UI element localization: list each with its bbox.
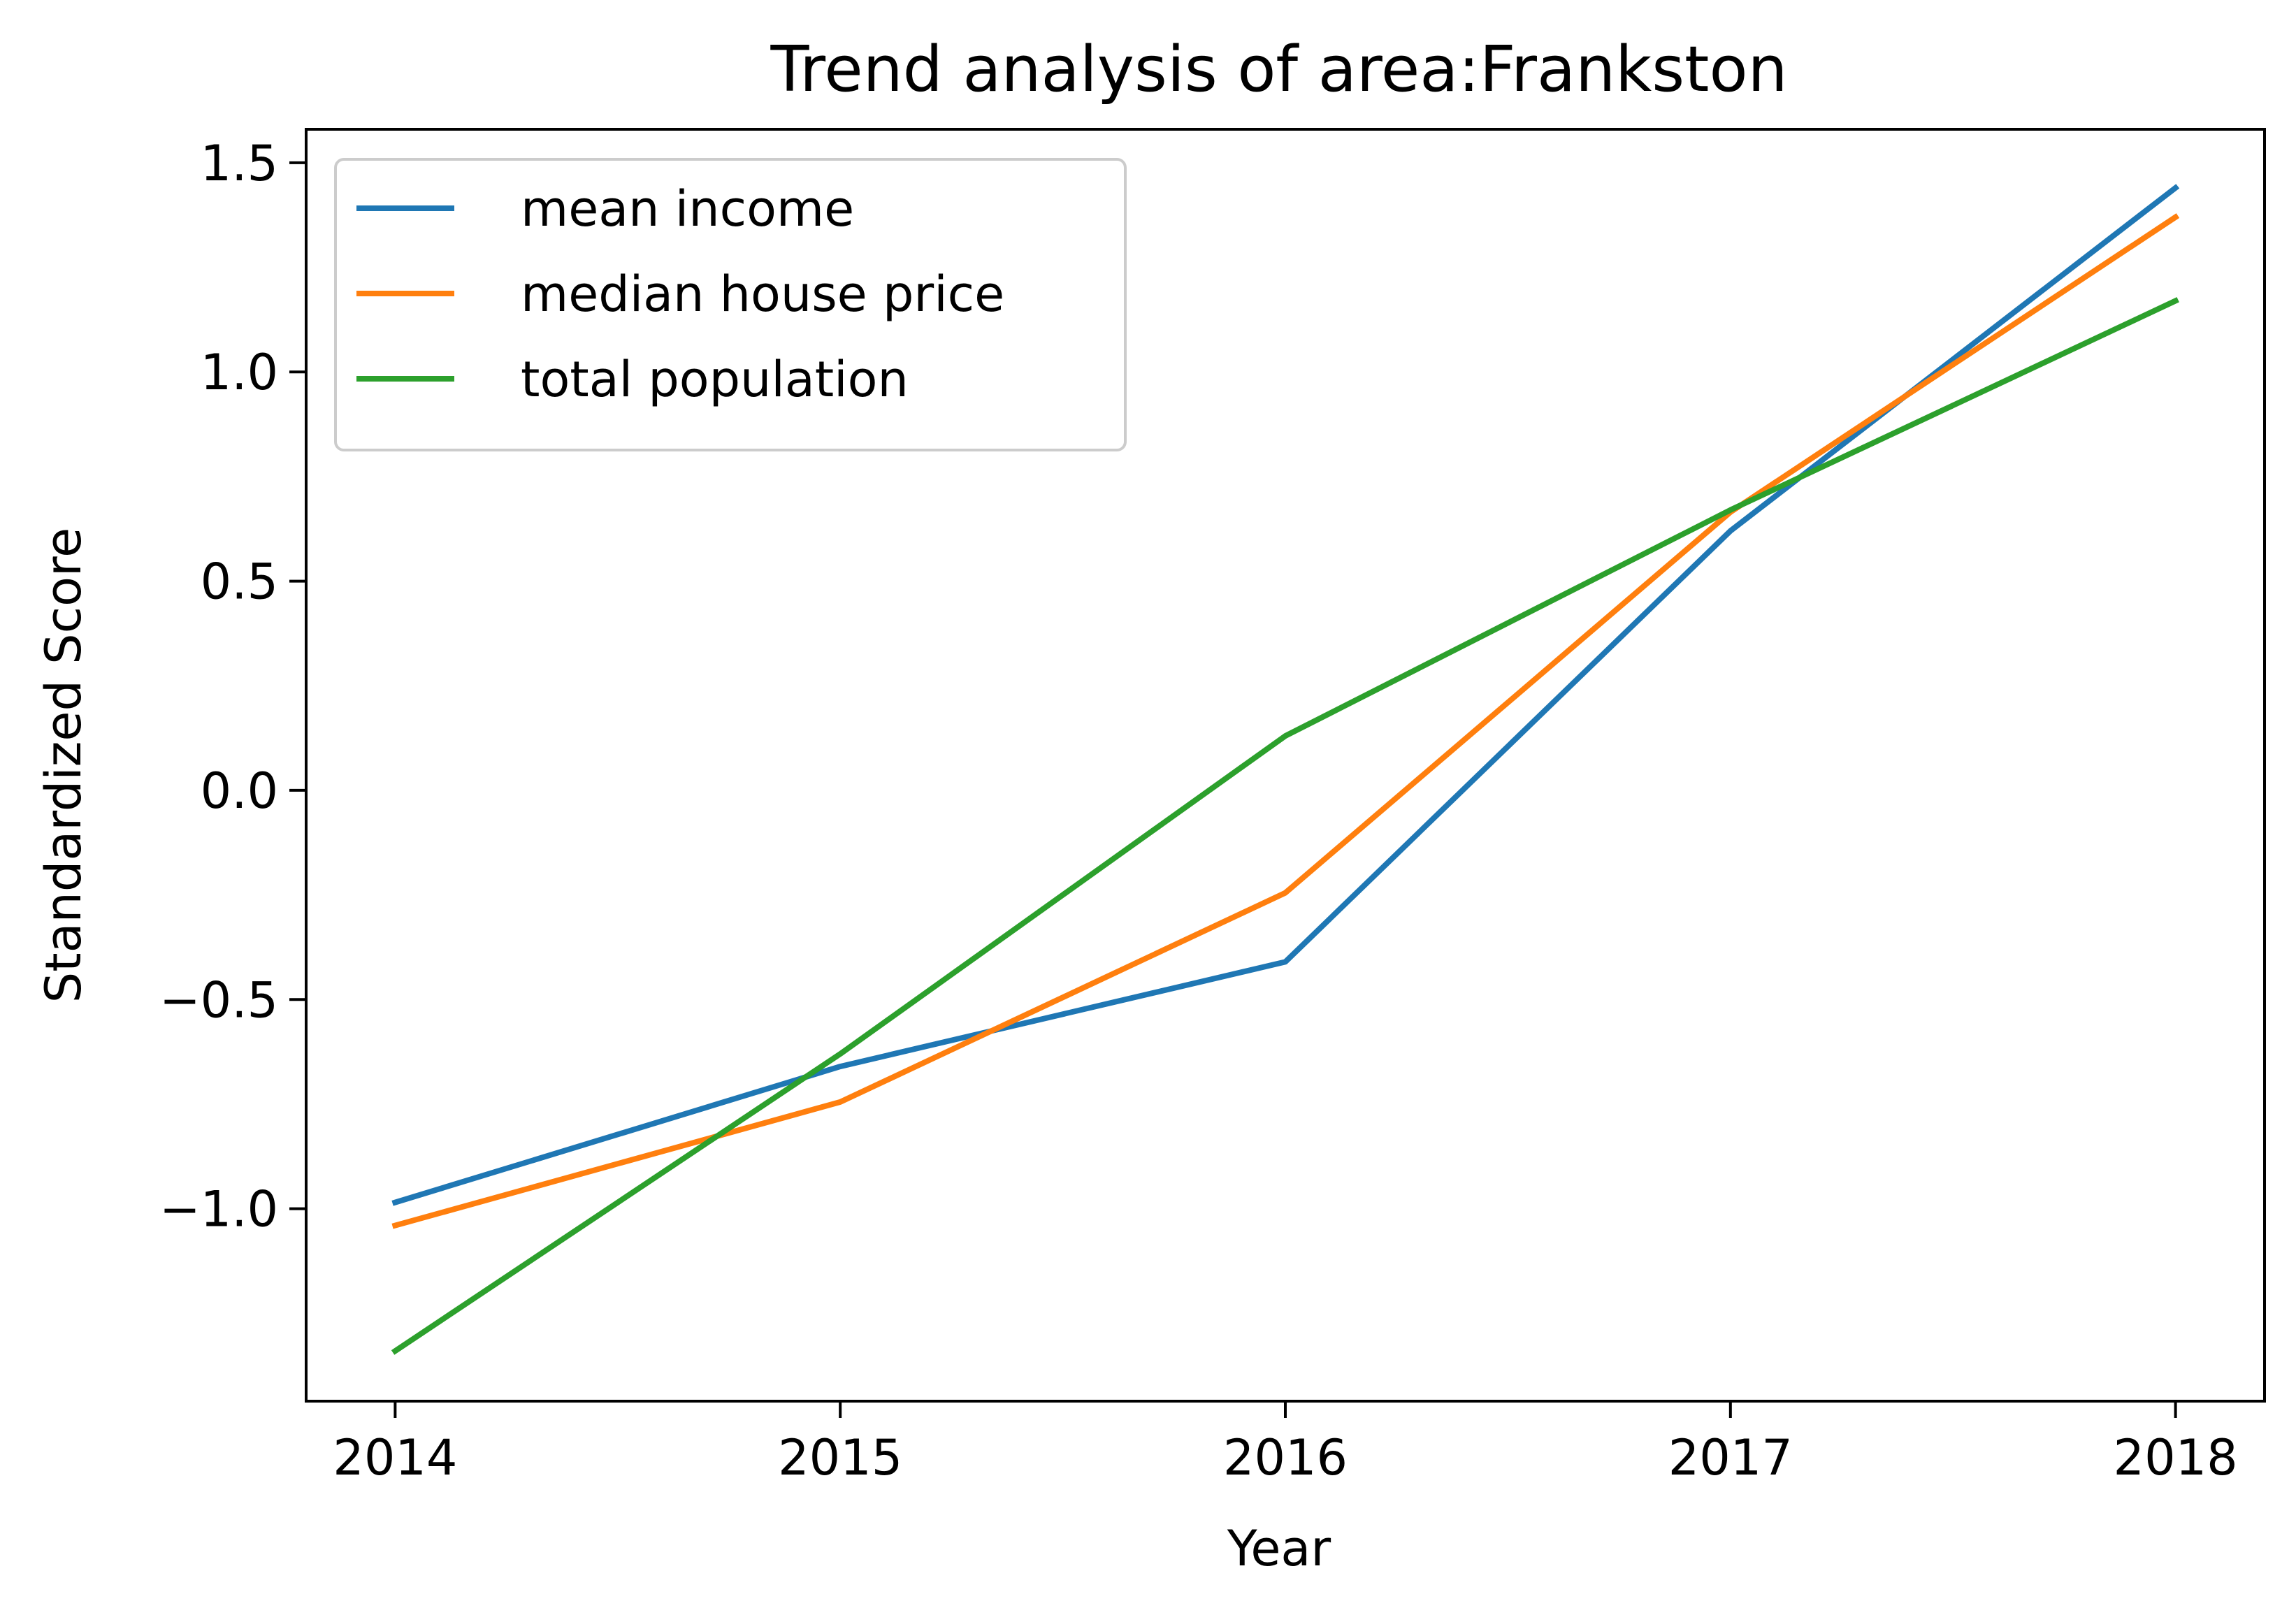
y-axis: −1.0 −0.5 0.0 0.5 1.0 1.5 bbox=[159, 135, 306, 1238]
x-tick-label: 2016 bbox=[1223, 1429, 1348, 1486]
x-axis: 2014 2015 2016 2017 2018 bbox=[333, 1401, 2238, 1486]
series-line-2 bbox=[391, 297, 2179, 1355]
x-tick-label: 2017 bbox=[1668, 1429, 1793, 1486]
chart-title: Trend analysis of area:Frankston bbox=[770, 33, 1787, 106]
y-tick-label: 1.5 bbox=[201, 135, 278, 192]
x-tick-label: 2015 bbox=[778, 1429, 902, 1486]
legend-label-1: median house price bbox=[521, 266, 1004, 323]
y-tick-label: −0.5 bbox=[159, 971, 278, 1029]
y-tick-label: 0.0 bbox=[201, 762, 278, 820]
legend-box bbox=[334, 158, 1127, 451]
x-tick-label: 2018 bbox=[2114, 1429, 2238, 1486]
y-tick-label: 0.5 bbox=[201, 553, 278, 611]
x-tick-label: 2014 bbox=[333, 1429, 457, 1486]
legend-label-2: total population bbox=[521, 351, 909, 408]
legend: mean income median house price total popul… bbox=[334, 158, 1127, 451]
series-line-1 bbox=[391, 213, 2180, 1229]
y-axis-label: Standardized Score bbox=[35, 528, 92, 1003]
y-tick-label: −1.0 bbox=[159, 1181, 278, 1238]
legend-label-0: mean income bbox=[521, 180, 854, 238]
y-tick-label: 1.0 bbox=[201, 344, 278, 401]
plot-area bbox=[305, 128, 2266, 1403]
x-axis-label: Year bbox=[1227, 1520, 1331, 1577]
